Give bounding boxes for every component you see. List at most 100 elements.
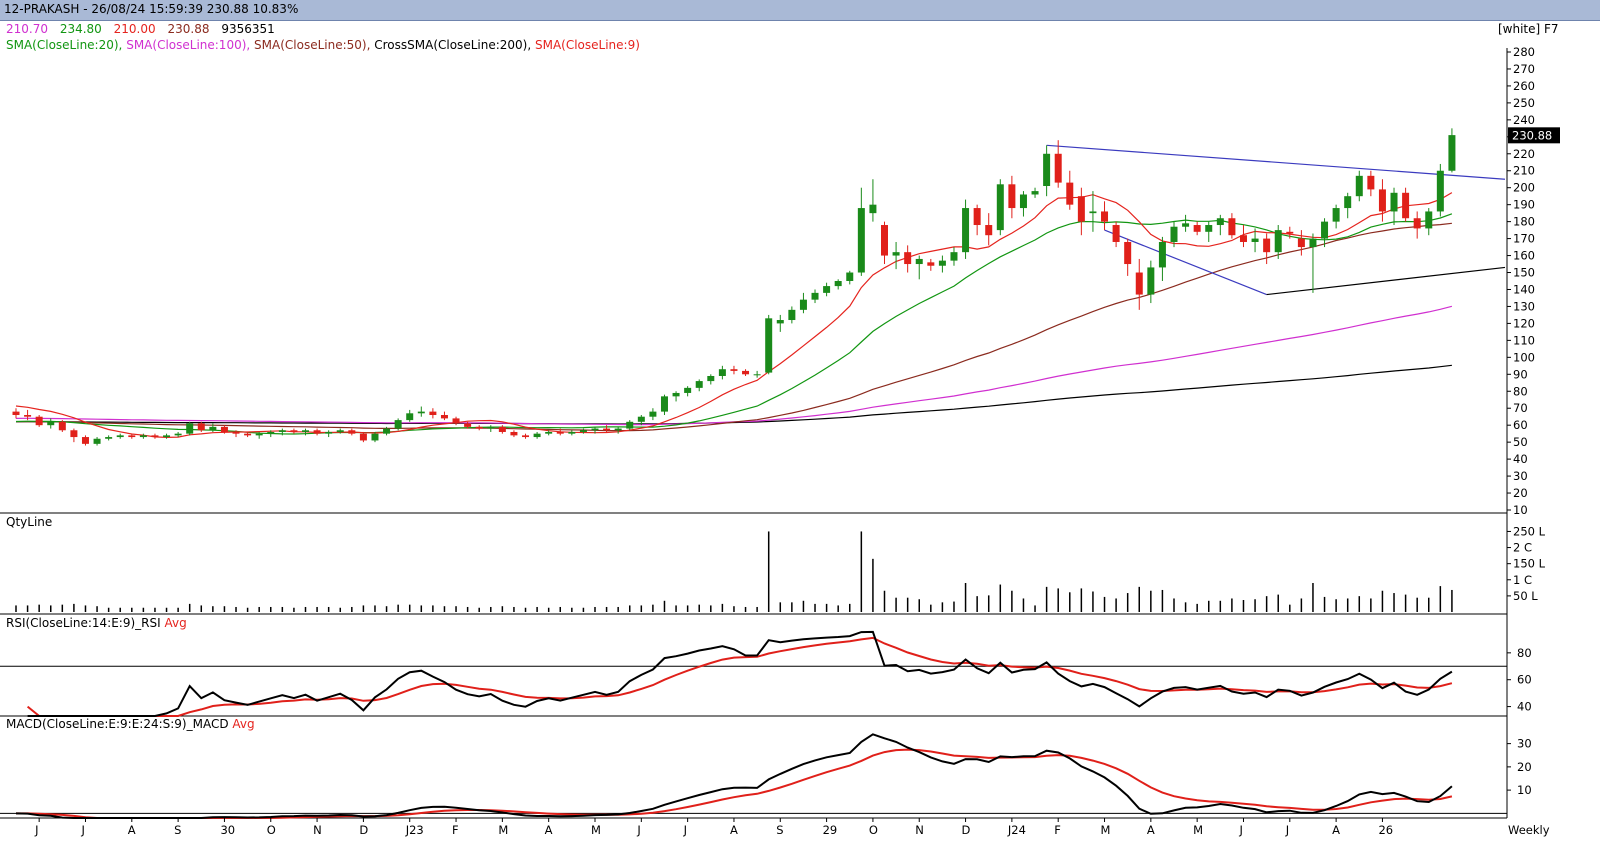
candle-body — [1054, 153, 1062, 183]
candle-body — [742, 370, 750, 375]
support-line — [1266, 266, 1506, 296]
candle-body — [1448, 135, 1456, 171]
candle-body — [718, 369, 726, 376]
candle-body — [1205, 225, 1213, 232]
macd-label: MACD(CloseLine:E:9:E:24:S:9)_MACD — [6, 717, 229, 731]
candle-body — [1413, 218, 1421, 229]
price-tick-label: 160 — [1513, 249, 1535, 263]
candle-body — [1274, 230, 1282, 253]
candle-body — [1402, 192, 1410, 219]
sma50-line — [15, 222, 1452, 432]
last-price-label: 230.88 — [1512, 128, 1552, 142]
candle-body — [186, 423, 194, 434]
candle-body — [429, 411, 437, 416]
candle-body — [672, 392, 680, 397]
candle-body — [1321, 221, 1329, 239]
candle-body — [915, 258, 923, 265]
rsi-tick-label: 40 — [1517, 700, 1532, 714]
candle-body — [47, 421, 55, 426]
x-tick-label: M — [498, 823, 508, 837]
sma100-line — [15, 305, 1453, 426]
x-tick-label: J — [80, 823, 84, 837]
candle-body — [336, 430, 344, 432]
candle-body — [209, 426, 217, 431]
price-tick-label: 80 — [1513, 384, 1528, 398]
x-tick-label: J — [636, 823, 640, 837]
candle-body — [927, 262, 935, 266]
legend-sma200[interactable]: CrossSMA(CloseLine:200), — [374, 38, 532, 52]
candle-body — [614, 428, 622, 431]
rsi-panel-label: RSI(CloseLine:14:E:9)_RSI Avg — [6, 616, 187, 630]
x-tick-label: A — [1147, 823, 1155, 837]
price-tick-label: 260 — [1513, 79, 1535, 93]
x-tick-label: D — [359, 823, 368, 837]
legend-sma9[interactable]: SMA(CloseLine:9) — [534, 38, 640, 52]
candle-body — [197, 423, 205, 431]
candle-body — [267, 431, 275, 434]
x-tick-label: J24 — [1007, 823, 1026, 837]
candle-body — [371, 433, 379, 441]
legend-sma20[interactable]: SMA(CloseLine:20), — [6, 38, 123, 52]
macd-tick-label: 20 — [1517, 760, 1532, 774]
x-tick-label: F — [452, 823, 459, 837]
x-tick-label: N — [915, 823, 924, 837]
macd-tick-label: 30 — [1517, 737, 1532, 751]
close-value: 230.88 — [167, 22, 210, 36]
price-tick-label: 90 — [1513, 367, 1528, 381]
price-tick-label: 50 — [1513, 435, 1528, 449]
price-tick-label: 120 — [1513, 316, 1535, 330]
indicator-legend: SMA(CloseLine:20), SMA(CloseLine:100), S… — [6, 38, 640, 52]
candle-body — [776, 320, 784, 324]
candle-body — [151, 435, 159, 438]
x-tick-label: O — [869, 823, 878, 837]
candle-body — [730, 369, 738, 371]
x-tick-label: A — [128, 823, 136, 837]
candle-body — [765, 318, 773, 373]
legend-sma50[interactable]: SMA(CloseLine:50), — [254, 38, 371, 52]
rsi-avg-line — [26, 636, 1453, 717]
x-tick-label: M — [1101, 823, 1111, 837]
price-tick-label: 40 — [1513, 452, 1528, 466]
legend-sma100[interactable]: SMA(CloseLine:100), — [126, 38, 251, 52]
candle-body — [1077, 196, 1085, 222]
x-tick-label: F — [1054, 823, 1061, 837]
x-tick-label: S — [776, 823, 783, 837]
candle-body — [475, 426, 483, 429]
candle-body — [973, 208, 981, 226]
candle-body — [788, 309, 796, 321]
x-tick-label: J — [34, 823, 38, 837]
candle-body — [359, 433, 367, 441]
candle-body — [522, 435, 530, 438]
x-tick-label: J — [683, 823, 687, 837]
macd-tick-label: 10 — [1517, 783, 1532, 797]
volume-tick-label: 50 L — [1513, 589, 1538, 603]
price-tick-label: 270 — [1513, 62, 1535, 76]
x-tick-label: A — [1332, 823, 1340, 837]
price-tick-label: 130 — [1513, 299, 1535, 313]
price-tick-label: 150 — [1513, 266, 1535, 280]
candle-body — [1019, 194, 1027, 209]
candle-body — [881, 225, 888, 256]
candle-body — [1239, 235, 1247, 242]
candle-body — [1066, 182, 1074, 205]
candle-body — [1355, 175, 1363, 197]
candle-body — [1008, 184, 1016, 209]
price-tick-label: 190 — [1513, 198, 1535, 212]
candle-body — [232, 431, 240, 434]
candle-body — [12, 411, 20, 416]
candle-body — [174, 433, 182, 436]
candle-body — [637, 416, 645, 422]
candle-body — [707, 375, 715, 382]
candle-body — [626, 421, 634, 429]
candle-body — [1436, 170, 1444, 212]
theme-indicator[interactable]: [white] F7 — [1498, 22, 1559, 36]
candle-body — [1297, 238, 1305, 248]
candle-body — [70, 430, 78, 438]
candle-body — [440, 415, 448, 419]
sma20-line — [15, 213, 1453, 435]
candle-body — [1112, 225, 1120, 242]
volume-tick-label: 1 C — [1513, 573, 1532, 587]
x-tick-label: J — [1285, 823, 1289, 837]
rsi-line — [27, 630, 1453, 717]
